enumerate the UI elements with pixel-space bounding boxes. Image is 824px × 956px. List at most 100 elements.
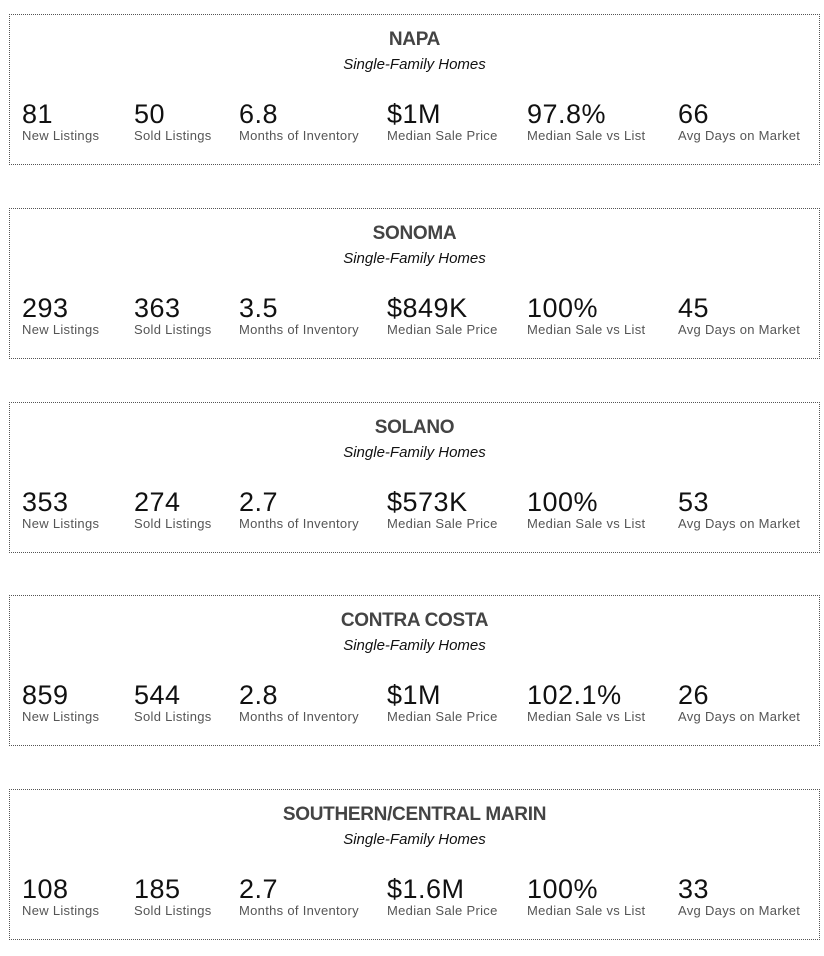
stat-value: 2.7 <box>239 874 279 904</box>
region-title: SOLANO <box>374 417 455 438</box>
stat: 50 Sold Listings <box>134 99 212 143</box>
stat-label: Avg Days on Market <box>678 903 801 918</box>
stat: $573K Median Sale Price <box>387 487 498 531</box>
stat-value: 81 <box>22 99 54 129</box>
stat-value: $1M <box>387 680 442 710</box>
stat-value: 2.7 <box>239 487 279 517</box>
stat: 859 New Listings <box>22 680 99 724</box>
stat-value: 45 <box>678 293 710 323</box>
stat: 100% Median Sale vs List <box>527 293 645 337</box>
region-title: SONOMA <box>372 223 457 244</box>
stat-value: 363 <box>134 293 181 323</box>
stat-value: 859 <box>22 680 69 710</box>
stat-value: 102.1% <box>527 680 622 710</box>
region-title: SOUTHERN/CENTRAL MARIN <box>282 804 547 825</box>
stat: 6.8 Months of Inventory <box>239 99 359 143</box>
stat-value: 544 <box>134 680 181 710</box>
stat-label: Avg Days on Market <box>678 128 801 143</box>
stat-label: Sold Listings <box>134 128 212 143</box>
stat: 66 Avg Days on Market <box>678 99 800 143</box>
stat-label: Median Sale vs List <box>527 709 646 724</box>
stat-value: 353 <box>22 487 69 517</box>
stat-value: 6.8 <box>239 99 279 129</box>
stat-value: $1.6M <box>387 874 465 904</box>
region-card: SONOMA Single-Family Homes 293 New Listi… <box>9 208 820 359</box>
stat-label: Median Sale Price <box>387 903 498 918</box>
stat-label: Sold Listings <box>134 709 212 724</box>
region-title: CONTRA COSTA <box>340 610 489 631</box>
stat-value: 3.5 <box>239 293 279 323</box>
stat: $1M Median Sale Price <box>387 99 498 143</box>
stat: 2.8 Months of Inventory <box>239 680 359 724</box>
stat: 274 Sold Listings <box>134 487 212 531</box>
stat-value: 108 <box>22 874 69 904</box>
stat-label: New Listings <box>22 516 100 531</box>
stat-value: 274 <box>134 487 181 517</box>
stat-label: Months of Inventory <box>239 903 359 918</box>
stat-label: Median Sale vs List <box>527 903 646 918</box>
stat-label: Avg Days on Market <box>678 516 801 531</box>
stat-label: Sold Listings <box>134 322 212 337</box>
region-subtitle: Single-Family Homes <box>343 444 486 461</box>
stat-value: 53 <box>678 487 710 517</box>
stat-value: 100% <box>527 874 599 904</box>
stat: 2.7 Months of Inventory <box>239 874 359 918</box>
stat: 2.7 Months of Inventory <box>239 487 359 531</box>
stat: 100% Median Sale vs List <box>527 487 645 531</box>
stat-value: 185 <box>134 874 181 904</box>
stat: 293 New Listings <box>22 293 99 337</box>
stat-label: Sold Listings <box>134 903 212 918</box>
stat-label: New Listings <box>22 322 100 337</box>
stat: $1.6M Median Sale Price <box>387 874 498 918</box>
stat-label: Months of Inventory <box>239 709 359 724</box>
stat: 3.5 Months of Inventory <box>239 293 359 337</box>
stat: 363 Sold Listings <box>134 293 212 337</box>
region-subtitle: Single-Family Homes <box>343 56 486 73</box>
region-card: CONTRA COSTA Single-Family Homes 859 New… <box>9 595 820 746</box>
region-title: NAPA <box>388 29 441 50</box>
stat-label: Months of Inventory <box>239 516 359 531</box>
stat-label: Median Sale vs List <box>527 128 646 143</box>
stat: 45 Avg Days on Market <box>678 293 800 337</box>
stat-value: $573K <box>387 487 468 517</box>
region-subtitle: Single-Family Homes <box>343 637 486 654</box>
region-card: NAPA Single-Family Homes 81 New Listings… <box>9 14 820 165</box>
stat-value: 293 <box>22 293 69 323</box>
stat: 108 New Listings <box>22 874 99 918</box>
stat: 100% Median Sale vs List <box>527 874 645 918</box>
stat: 26 Avg Days on Market <box>678 680 800 724</box>
stat-label: Median Sale vs List <box>527 322 646 337</box>
stat-label: Median Sale Price <box>387 516 498 531</box>
stat-value: 100% <box>527 293 599 323</box>
region-subtitle: Single-Family Homes <box>343 831 486 848</box>
stat-value: $849K <box>387 293 468 323</box>
stat: 53 Avg Days on Market <box>678 487 800 531</box>
stat-label: Median Sale Price <box>387 709 498 724</box>
stat: 102.1% Median Sale vs List <box>527 680 645 724</box>
stat-value: 97.8% <box>527 99 607 129</box>
stat-label: Months of Inventory <box>239 322 359 337</box>
region-subtitle: Single-Family Homes <box>343 250 486 267</box>
stat-value: 2.8 <box>239 680 279 710</box>
stat-label: Sold Listings <box>134 516 212 531</box>
stat: 33 Avg Days on Market <box>678 874 800 918</box>
stat-label: New Listings <box>22 128 100 143</box>
stat-value: 33 <box>678 874 710 904</box>
stat-label: New Listings <box>22 903 100 918</box>
stat: 185 Sold Listings <box>134 874 212 918</box>
stat-value: 100% <box>527 487 599 517</box>
stat-value: $1M <box>387 99 442 129</box>
stat-value: 66 <box>678 99 710 129</box>
region-card: SOLANO Single-Family Homes 353 New Listi… <box>9 402 820 553</box>
stat: $1M Median Sale Price <box>387 680 498 724</box>
stat: 353 New Listings <box>22 487 99 531</box>
region-card: SOUTHERN/CENTRAL MARIN Single-Family Hom… <box>9 789 820 940</box>
stat-value: 26 <box>678 680 710 710</box>
stat-label: Avg Days on Market <box>678 322 801 337</box>
stat-value: 50 <box>134 99 166 129</box>
stat: 544 Sold Listings <box>134 680 212 724</box>
stat-label: New Listings <box>22 709 100 724</box>
stat-label: Median Sale Price <box>387 128 498 143</box>
stat: 81 New Listings <box>22 99 99 143</box>
stat-label: Months of Inventory <box>239 128 359 143</box>
